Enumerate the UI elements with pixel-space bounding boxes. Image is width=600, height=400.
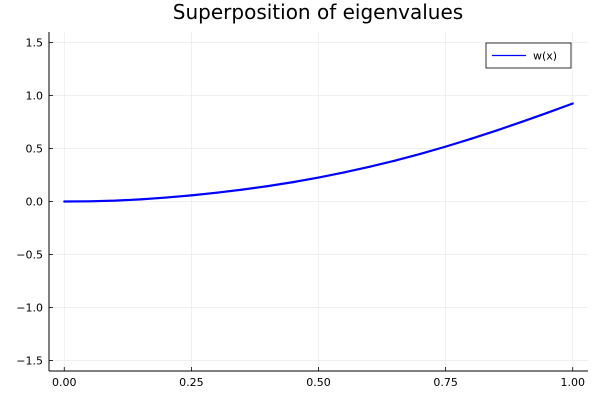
data-point [215,191,218,194]
data-point [139,198,142,201]
y-tick-label: 0.5 [26,143,44,156]
data-point [291,181,295,184]
data-point [520,120,523,123]
data-point [342,171,346,174]
legend-label: w(x) [533,50,557,63]
data-point [546,111,549,114]
data-point [419,152,422,156]
data-point [393,159,396,162]
y-tick-label: 1.0 [26,90,44,103]
data-point [444,145,447,148]
data-point [266,185,269,188]
y-tick-label: −0.5 [16,248,43,261]
data-point [190,194,193,197]
data-point [571,102,574,105]
y-tick-label: 0.0 [26,196,44,209]
data-point [241,188,244,191]
data-point [63,200,66,203]
legend: w(x) [485,42,572,69]
y-tick-label: −1.0 [16,301,43,314]
data-point [88,200,91,203]
data-point [495,129,498,132]
data-point [368,165,371,168]
x-tick-label: 1.00 [560,376,585,389]
grid [49,32,588,371]
data-point [317,176,320,179]
x-tick-label: 0.00 [52,376,77,389]
y-axis-ticks: −1.5 −1.0 −0.5 0.0 0.5 1.0 1.5 [16,37,53,367]
series-layer [63,102,574,203]
x-tick-label: 0.25 [179,376,204,389]
x-axis-ticks: 0.00 0.25 0.50 0.75 1.00 [52,367,585,389]
x-tick-label: 0.75 [433,376,458,389]
data-point [164,196,168,199]
data-point [469,137,473,140]
chart-title: Superposition of eigenvalues [173,0,463,24]
data-point [114,199,117,202]
x-tick-label: 0.50 [306,376,331,389]
y-tick-label: 1.5 [26,37,44,50]
y-tick-label: −1.5 [16,354,43,367]
